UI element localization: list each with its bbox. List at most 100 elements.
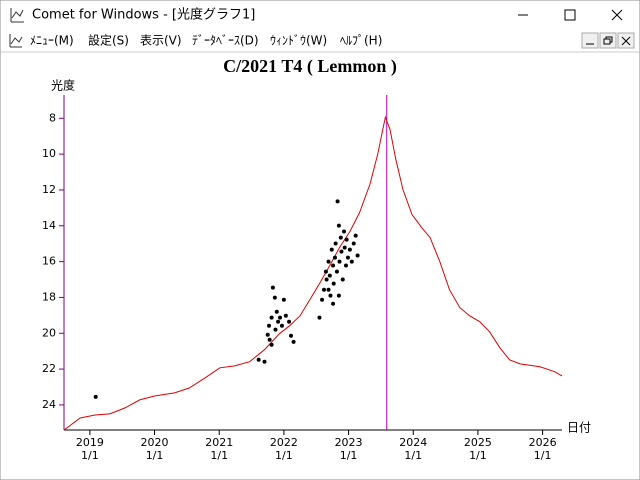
predicted-curve — [63, 115, 563, 431]
close-button[interactable] — [594, 0, 640, 30]
observation-point — [355, 253, 360, 258]
y-tick-label: 18 — [42, 290, 56, 303]
observation-point — [274, 309, 279, 314]
observation-point — [269, 315, 274, 320]
x-axis-label: 日付 — [567, 421, 591, 435]
maximize-button[interactable] — [547, 0, 593, 30]
x-tick-label: 2019 — [76, 436, 104, 449]
observation-point — [269, 342, 274, 347]
observation-point — [331, 301, 336, 306]
observation-point — [329, 247, 334, 252]
observation-point — [331, 281, 336, 286]
observation-point — [93, 394, 98, 399]
x-tick-sublabel: 1/1 — [469, 449, 487, 462]
menu-item[interactable]: ｳｨﾝﾄﾞｳ(W) — [270, 34, 327, 48]
y-tick-label: 14 — [42, 219, 56, 232]
observation-point — [267, 323, 272, 328]
menu-item[interactable]: 表示(V) — [140, 34, 182, 48]
observation-point — [345, 255, 350, 260]
x-tick-label: 2026 — [529, 436, 557, 449]
observation-point — [342, 245, 347, 250]
x-tick-sublabel: 1/1 — [146, 449, 164, 462]
x-tick-sublabel: 1/1 — [275, 449, 293, 462]
observation-point — [320, 297, 325, 302]
observation-point — [281, 297, 286, 302]
menu-item[interactable]: ﾒﾆｭｰ(M) — [30, 34, 74, 48]
y-tick-label: 22 — [42, 362, 56, 375]
menu-item[interactable]: 設定(S) — [88, 33, 129, 48]
observation-point — [336, 293, 341, 298]
observation-point — [349, 259, 354, 264]
minimize-button[interactable] — [500, 0, 546, 30]
menu-bar — [1, 30, 639, 52]
x-tick-sublabel: 1/1 — [340, 449, 358, 462]
y-tick-label: 20 — [42, 326, 56, 339]
observation-point — [272, 295, 277, 300]
observation-point — [336, 223, 341, 228]
observation-point — [327, 273, 332, 278]
observation-point — [333, 241, 338, 246]
observation-point — [326, 259, 331, 264]
observation-point — [353, 233, 358, 238]
observation-point — [323, 269, 328, 274]
observation-point — [328, 293, 333, 298]
window-title: Comet for Windows - [光度グラフ1] — [32, 7, 255, 23]
observation-point — [283, 313, 288, 318]
y-tick-label: 16 — [42, 255, 56, 268]
observation-point — [270, 285, 275, 290]
observation-point — [342, 229, 347, 234]
x-tick-label: 2025 — [464, 436, 492, 449]
observation-point — [276, 319, 281, 324]
observation-point — [256, 357, 261, 362]
observation-point — [291, 339, 296, 344]
x-tick-label: 2021 — [205, 436, 233, 449]
y-tick-label: 10 — [42, 147, 56, 160]
observation-point — [279, 323, 284, 328]
observation-point — [332, 255, 337, 260]
observation-point — [343, 263, 348, 268]
observation-point — [267, 337, 272, 342]
y-tick-label: 8 — [49, 111, 56, 124]
observation-point — [344, 237, 349, 242]
chart-title: C/2021 T4 ( Lemmon ) — [223, 56, 397, 77]
mdi-close[interactable] — [617, 32, 635, 49]
observation-point — [278, 315, 283, 320]
observation-point — [334, 269, 339, 274]
menu-item[interactable]: ﾍﾙﾌﾟ(H) — [340, 34, 382, 48]
y-axis-label: 光度 — [51, 78, 75, 93]
observation-point — [338, 235, 343, 240]
observation-point — [324, 277, 329, 282]
child-icon — [9, 34, 23, 48]
observation-point — [289, 333, 294, 338]
app-icon — [10, 8, 24, 23]
observation-point — [317, 315, 322, 320]
observation-point — [340, 277, 345, 282]
observation-point — [326, 287, 331, 292]
mdi-minimize[interactable] — [581, 32, 599, 49]
x-tick-sublabel: 1/1 — [404, 449, 422, 462]
x-tick-label: 2020 — [141, 436, 169, 449]
x-tick-label: 2023 — [335, 436, 363, 449]
observation-point — [265, 332, 270, 337]
observation-point — [335, 199, 340, 204]
observation-point — [339, 249, 344, 254]
observation-point — [273, 327, 278, 332]
menu-item[interactable]: ﾃﾞｰﾀﾍﾞｰｽ(D) — [192, 34, 259, 48]
x-tick-label: 2024 — [399, 436, 427, 449]
x-tick-sublabel: 1/1 — [81, 449, 99, 462]
x-tick-sublabel: 1/1 — [210, 449, 228, 462]
x-tick-sublabel: 1/1 — [534, 449, 552, 462]
observation-point — [262, 359, 267, 364]
x-tick-label: 2022 — [270, 436, 298, 449]
observation-point — [337, 259, 342, 264]
observation-point — [347, 247, 352, 252]
observation-point — [331, 263, 336, 268]
observation-point — [287, 319, 292, 324]
mdi-restore[interactable] — [599, 32, 617, 49]
y-tick-label: 24 — [42, 398, 56, 411]
observation-point — [321, 287, 326, 292]
y-tick-label: 12 — [42, 183, 56, 196]
